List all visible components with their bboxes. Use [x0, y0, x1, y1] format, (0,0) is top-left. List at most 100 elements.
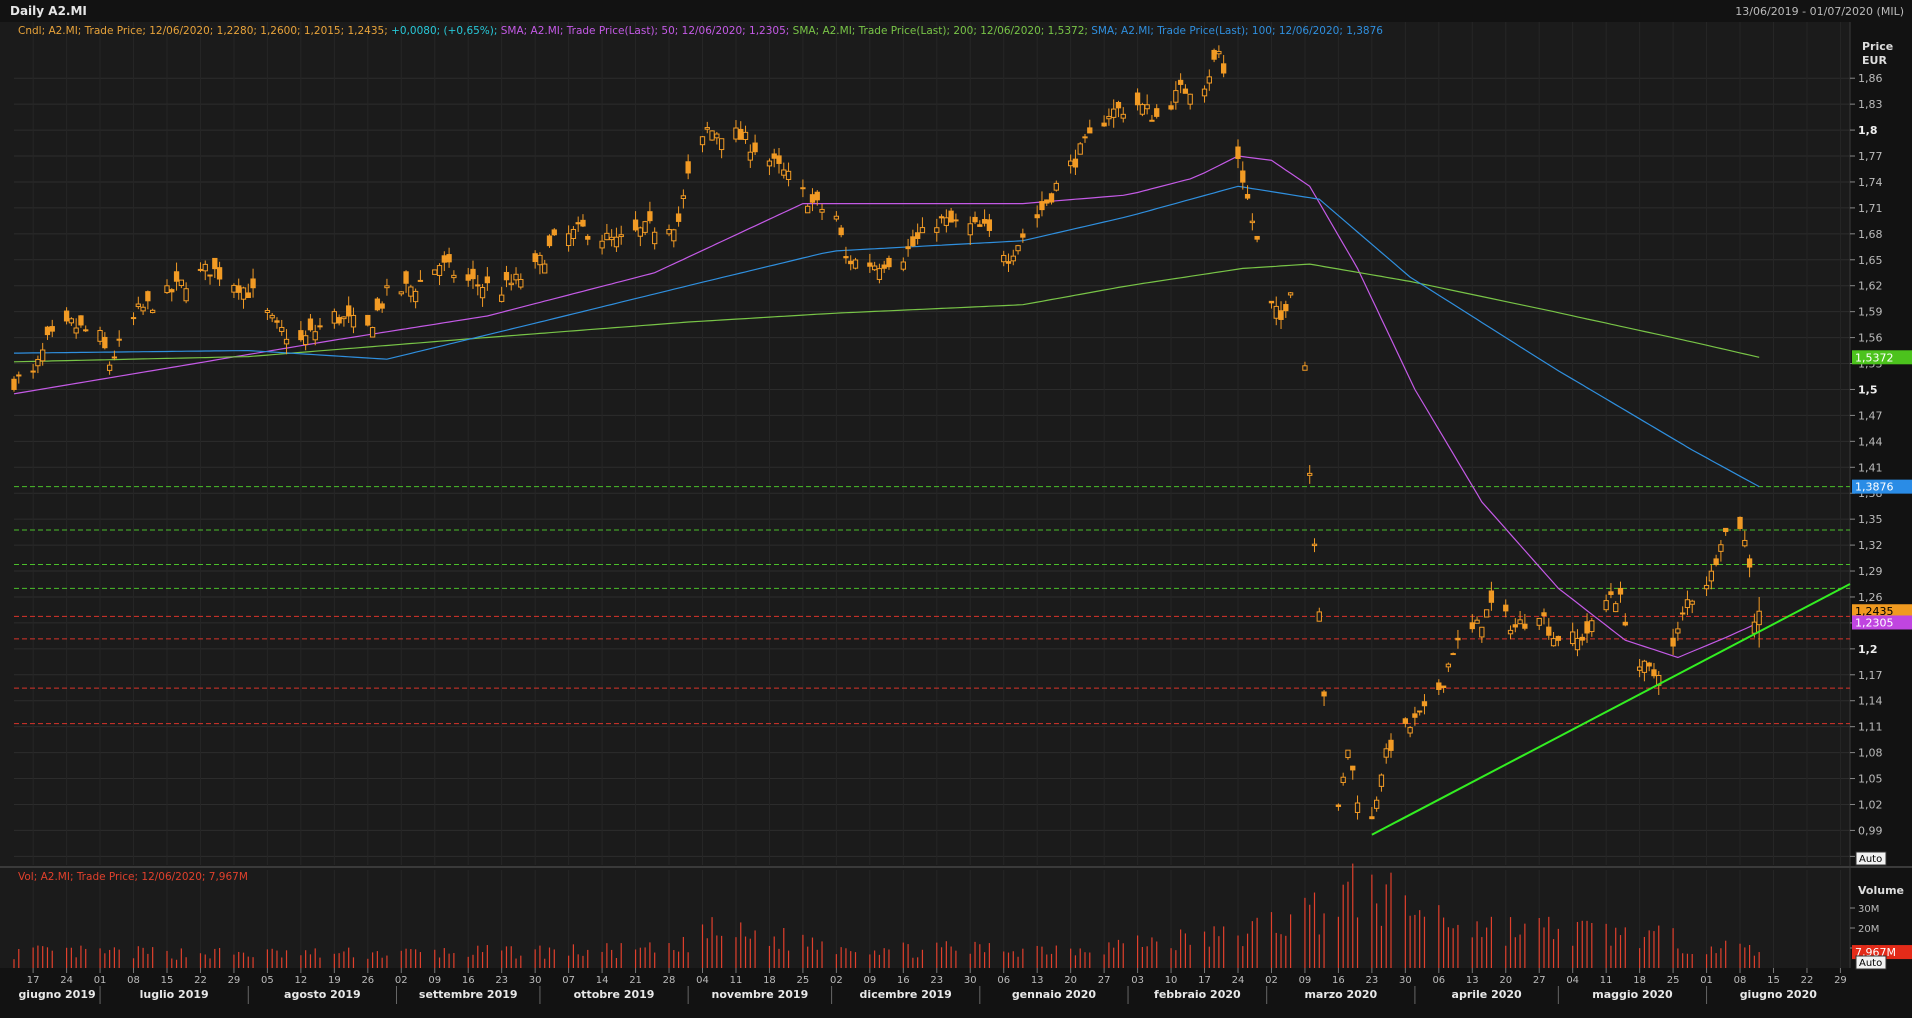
day-tick-label: 09: [1299, 975, 1312, 986]
day-tick-label: 12: [295, 975, 308, 986]
day-tick-label: 17: [1198, 975, 1211, 986]
candle: [1503, 599, 1509, 618]
day-tick-label: 23: [1366, 975, 1379, 986]
candle: [785, 162, 792, 187]
day-tick-label: 04: [696, 975, 709, 986]
day-tick-label: 30: [964, 975, 977, 986]
value-tag: [1852, 604, 1912, 619]
candle-body: [1689, 600, 1695, 605]
candle-body: [183, 288, 189, 302]
candle-body: [1111, 108, 1117, 118]
candle-body: [173, 271, 180, 282]
candle-body: [1182, 88, 1189, 94]
candle-body: [1378, 774, 1385, 787]
value-tag-label: 1,2435: [1855, 605, 1894, 618]
price-tick-label: 1,62: [1858, 280, 1883, 293]
candle-body: [1139, 104, 1146, 115]
candle-body: [776, 155, 782, 164]
candle: [1354, 795, 1361, 820]
candle: [1182, 84, 1189, 94]
day-tick-label: 18: [1633, 975, 1646, 986]
candle-body: [68, 318, 75, 324]
candle: [934, 218, 940, 242]
candle-body: [11, 378, 17, 390]
candle-body: [1536, 617, 1542, 626]
candle-body: [1249, 220, 1255, 224]
candle-body: [1440, 685, 1447, 689]
volume-tick-label: 20M: [1858, 924, 1879, 935]
candle-body: [451, 274, 457, 279]
candle-body: [475, 284, 481, 287]
candle-body: [403, 271, 409, 284]
candle-body: [1020, 233, 1026, 238]
candle-body: [1005, 261, 1012, 264]
candle: [805, 204, 811, 214]
candle: [68, 317, 75, 326]
candle: [1216, 45, 1222, 58]
candle: [580, 214, 586, 228]
candle: [1015, 244, 1021, 255]
candle: [838, 224, 844, 238]
month-label: febbraio 2020: [1154, 988, 1241, 1001]
candle-body: [632, 219, 639, 231]
day-tick-label: 27: [1098, 975, 1111, 986]
price-tick-label: 1,41: [1858, 461, 1883, 474]
candle-body: [967, 223, 973, 236]
candle-body: [1574, 637, 1581, 651]
candle-body: [503, 271, 510, 281]
candle: [1450, 652, 1456, 656]
candle-body: [1053, 182, 1059, 191]
day-tick-label: 08: [1734, 975, 1747, 986]
candle-body: [953, 219, 959, 222]
candle-body: [1283, 304, 1289, 312]
candle-body: [116, 338, 122, 341]
day-tick-label: 30: [1399, 975, 1412, 986]
candle-body: [446, 254, 452, 263]
price-tick-label: 1,08: [1858, 747, 1883, 760]
day-tick-label: 03: [1131, 975, 1144, 986]
candle: [63, 307, 70, 325]
candle-body: [1417, 710, 1423, 713]
candle-body: [135, 303, 141, 308]
candle-body: [1340, 776, 1346, 783]
price-tick-label: 1,11: [1858, 721, 1883, 734]
candle: [49, 319, 55, 338]
candle-body: [1756, 610, 1762, 626]
candle: [1321, 690, 1327, 706]
candle-body: [102, 336, 108, 349]
candle: [346, 296, 352, 324]
candle-body: [207, 274, 213, 277]
candle-body: [699, 136, 706, 146]
candle: [618, 225, 624, 245]
price-tick-label: 1,83: [1858, 98, 1883, 111]
day-tick-label: 18: [763, 975, 776, 986]
candle-body: [1206, 76, 1212, 84]
candle-body: [867, 262, 873, 267]
candle: [1139, 102, 1146, 117]
candle-body: [1082, 136, 1088, 139]
candle-body: [1570, 631, 1576, 645]
candle: [613, 227, 620, 252]
candle-body: [1684, 599, 1691, 609]
candle: [718, 138, 725, 159]
day-tick-label: 11: [730, 975, 743, 986]
candle: [1723, 527, 1729, 536]
volume-auto-label: Auto: [1859, 958, 1882, 969]
month-label: marzo 2020: [1304, 988, 1377, 1001]
candle: [1546, 618, 1552, 640]
volume-legend: Vol; A2.MI; Trade Price; 12/06/2020; 7,9…: [18, 871, 248, 883]
month-label: giugno 2020: [1740, 988, 1818, 1001]
candle-body: [647, 211, 653, 222]
candle: [73, 318, 79, 339]
candle-body: [1273, 305, 1279, 319]
candle-body: [274, 320, 280, 323]
candle-body: [499, 294, 505, 302]
candle-body: [216, 267, 223, 280]
candle: [1268, 300, 1275, 309]
candle-body: [1622, 621, 1628, 626]
candle: [475, 274, 481, 296]
candle: [264, 307, 271, 321]
candle-body: [145, 291, 151, 302]
price-tick-label: 1,65: [1858, 254, 1883, 267]
